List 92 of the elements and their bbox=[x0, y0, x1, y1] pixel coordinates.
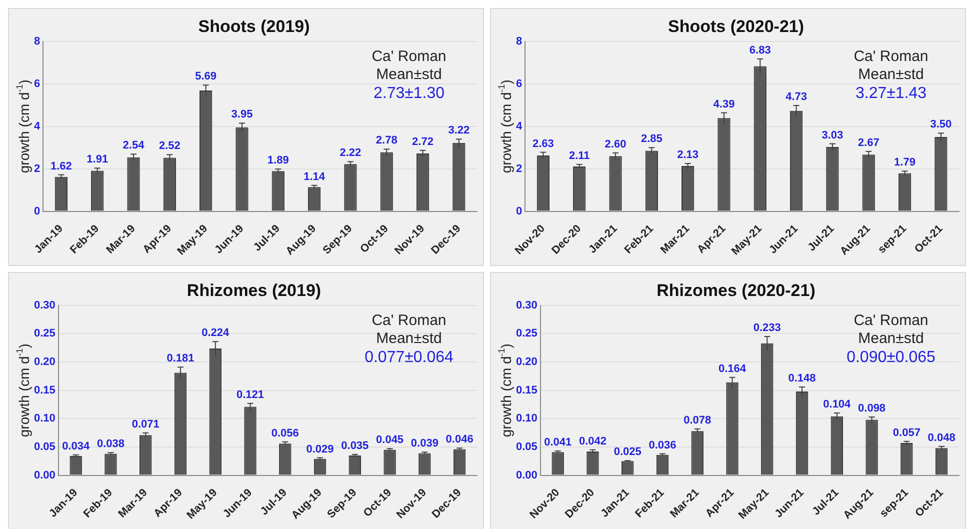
y-tick-label: 0.10 bbox=[34, 412, 56, 425]
data-label: 0.121 bbox=[236, 388, 264, 401]
data-label: 2.72 bbox=[412, 136, 434, 148]
y-tick-label: 0 bbox=[516, 205, 522, 218]
annotation: Ca' Roman bbox=[854, 312, 928, 330]
y-tick-label: 6 bbox=[516, 78, 522, 90]
data-label: 2.22 bbox=[340, 147, 362, 160]
y-tick-label: 0.00 bbox=[34, 469, 56, 482]
y-tick-label: 0.25 bbox=[516, 328, 538, 340]
data-label: 0.035 bbox=[341, 440, 369, 452]
y-axis-title: growth (cm d-1) bbox=[14, 80, 32, 174]
chart-title: Rhizomes (2020-21) bbox=[656, 280, 816, 300]
data-label: 2.52 bbox=[158, 140, 180, 152]
y-tick-label: 0.05 bbox=[34, 441, 56, 454]
annotation: Ca' Roman bbox=[372, 48, 446, 66]
y-tick-label: 0.15 bbox=[516, 384, 538, 396]
y-tick-label: 0.05 bbox=[516, 441, 538, 454]
data-label: 2.54 bbox=[122, 140, 146, 152]
data-label: 2.11 bbox=[568, 150, 590, 162]
data-label: 0.164 bbox=[718, 362, 747, 375]
data-label: 0.039 bbox=[410, 438, 438, 450]
annotation: 0.090±0.065 bbox=[846, 348, 936, 366]
data-label: 2.78 bbox=[376, 134, 398, 147]
data-label: 0.104 bbox=[823, 398, 852, 411]
data-label: 0.048 bbox=[928, 432, 956, 444]
data-label: 3.22 bbox=[448, 124, 470, 137]
annotation: 2.73±1.30 bbox=[373, 84, 445, 102]
data-label: 0.045 bbox=[376, 434, 404, 446]
y-tick-label: 0.20 bbox=[516, 356, 538, 368]
data-label: 2.63 bbox=[532, 138, 554, 150]
chart-title: Shoots (2019) bbox=[198, 16, 310, 36]
data-label: 1.79 bbox=[894, 156, 916, 169]
chart-title: Rhizomes (2019) bbox=[186, 280, 322, 300]
data-label: 0.036 bbox=[648, 439, 676, 452]
annotation: Mean±std bbox=[376, 330, 442, 348]
y-tick-label: 0 bbox=[34, 205, 40, 218]
annotation: Ca' Roman bbox=[372, 312, 446, 330]
annotation: Mean±std bbox=[858, 66, 924, 84]
data-label: 0.038 bbox=[96, 438, 124, 450]
data-label: 2.85 bbox=[640, 133, 662, 146]
data-label: 6.83 bbox=[749, 44, 771, 56]
y-tick-label: 0.30 bbox=[516, 299, 538, 312]
y-tick-label: 2 bbox=[516, 162, 522, 175]
annotation: Mean±std bbox=[376, 66, 442, 84]
data-label: 0.029 bbox=[306, 443, 334, 456]
y-tick-label: 4 bbox=[34, 120, 41, 132]
y-tick-label: 0.00 bbox=[516, 469, 538, 482]
data-label: 1.62 bbox=[50, 160, 72, 172]
data-label: 0.041 bbox=[544, 436, 572, 448]
y-tick-label: 8 bbox=[34, 35, 40, 48]
data-label: 0.046 bbox=[446, 434, 474, 446]
data-label: 3.50 bbox=[930, 118, 952, 131]
y-tick-label: 6 bbox=[34, 78, 40, 90]
data-label: 0.057 bbox=[892, 426, 920, 439]
y-tick-label: 0.20 bbox=[34, 356, 56, 368]
data-label: 2.60 bbox=[604, 138, 626, 150]
data-label: 0.025 bbox=[614, 446, 642, 458]
data-label: 0.148 bbox=[788, 372, 816, 384]
data-label: 1.89 bbox=[267, 154, 289, 167]
y-tick-label: 0.15 bbox=[34, 384, 56, 396]
data-label: 0.224 bbox=[202, 327, 230, 340]
data-label: 0.034 bbox=[62, 440, 90, 452]
y-tick-label: 0.25 bbox=[34, 328, 56, 340]
y-tick-label: 0.30 bbox=[34, 299, 56, 312]
annotation: 3.27±1.43 bbox=[855, 84, 927, 102]
data-label: 2.13 bbox=[677, 149, 699, 162]
data-label: 0.233 bbox=[753, 322, 781, 334]
data-label: 3.95 bbox=[231, 108, 253, 121]
y-axis-title: growth (cm d-1) bbox=[496, 344, 514, 438]
y-tick-label: 0.10 bbox=[516, 412, 538, 425]
annotation: Ca' Roman bbox=[854, 48, 928, 66]
data-label: 4.39 bbox=[713, 98, 735, 110]
data-label: 4.73 bbox=[786, 91, 808, 104]
data-label: 0.071 bbox=[132, 418, 160, 430]
data-label: 0.056 bbox=[271, 427, 299, 440]
y-axis-title: growth (cm d-1) bbox=[496, 80, 514, 174]
y-tick-label: 8 bbox=[516, 35, 522, 48]
y-axis-title: growth (cm d-1) bbox=[14, 344, 32, 438]
data-label: 3.03 bbox=[822, 129, 844, 142]
y-tick-label: 2 bbox=[34, 162, 40, 175]
data-label: 1.91 bbox=[86, 154, 108, 166]
y-tick-label: 4 bbox=[516, 120, 523, 132]
data-label: 2.67 bbox=[858, 136, 880, 149]
data-label: 0.042 bbox=[578, 435, 606, 448]
data-label: 0.098 bbox=[858, 402, 886, 414]
annotation: 0.077±0.064 bbox=[364, 348, 454, 366]
data-label: 0.078 bbox=[684, 414, 712, 426]
chart-title: Shoots (2020-21) bbox=[668, 16, 804, 36]
annotation: Mean±std bbox=[858, 330, 924, 348]
data-label: 5.69 bbox=[195, 70, 217, 83]
data-label: 0.181 bbox=[166, 352, 194, 365]
data-label: 1.14 bbox=[304, 170, 326, 183]
